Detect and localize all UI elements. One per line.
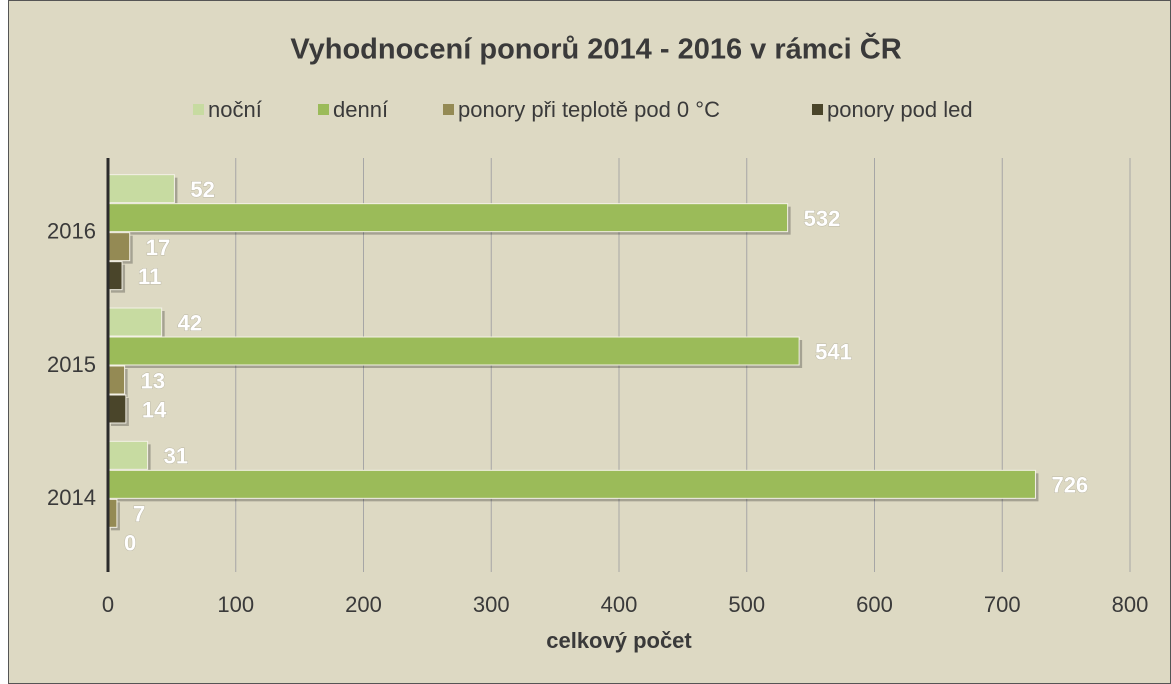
- chart-title: Vyhodnocení ponorů 2014 - 2016 v rámci Č…: [290, 32, 901, 66]
- bar: [107, 440, 149, 470]
- x-tick-label: 400: [601, 592, 638, 617]
- bar: [107, 203, 789, 233]
- bar: [107, 174, 175, 204]
- x-tick-label: 300: [473, 592, 510, 617]
- x-tick-label: 600: [856, 592, 893, 617]
- x-tick-label: 100: [217, 592, 254, 617]
- data-label: 0: [124, 531, 136, 556]
- y-tick-label: 2016: [47, 218, 96, 243]
- legend-label: denní: [333, 97, 388, 122]
- data-label: 7: [133, 502, 145, 527]
- x-tick-label: 700: [984, 592, 1021, 617]
- data-label: 726: [1051, 473, 1088, 498]
- data-label: 42: [178, 310, 202, 335]
- bar: [107, 232, 131, 262]
- data-label: 541: [815, 339, 852, 364]
- bar: [107, 261, 123, 291]
- legend-swatch: [443, 104, 454, 115]
- data-label: 14: [142, 397, 167, 422]
- x-tick-label: 800: [1112, 592, 1149, 617]
- bar: [107, 394, 127, 424]
- data-label: 31: [164, 444, 188, 469]
- bar: [107, 307, 163, 337]
- bar: [107, 336, 800, 366]
- data-label: 13: [141, 368, 165, 393]
- data-label: 532: [804, 206, 841, 231]
- x-tick-label: 500: [728, 592, 765, 617]
- data-label: 52: [190, 177, 214, 202]
- legend-label: noční: [208, 97, 262, 122]
- y-tick-label: 2014: [47, 485, 96, 510]
- legend-swatch: [193, 104, 204, 115]
- x-axis-label: celkový počet: [546, 628, 692, 653]
- y-tick-label: 2015: [47, 352, 96, 377]
- data-label: 17: [146, 235, 170, 260]
- bar: [107, 365, 126, 395]
- legend-label: ponory při teplotě pod 0 °C: [458, 97, 720, 122]
- x-tick-label: 0: [102, 592, 114, 617]
- bar: [107, 469, 1036, 499]
- legend-swatch: [812, 104, 823, 115]
- data-label: 11: [138, 264, 161, 289]
- x-tick-label: 200: [345, 592, 382, 617]
- legend-label: ponory pod led: [827, 97, 973, 122]
- legend-swatch: [318, 104, 329, 115]
